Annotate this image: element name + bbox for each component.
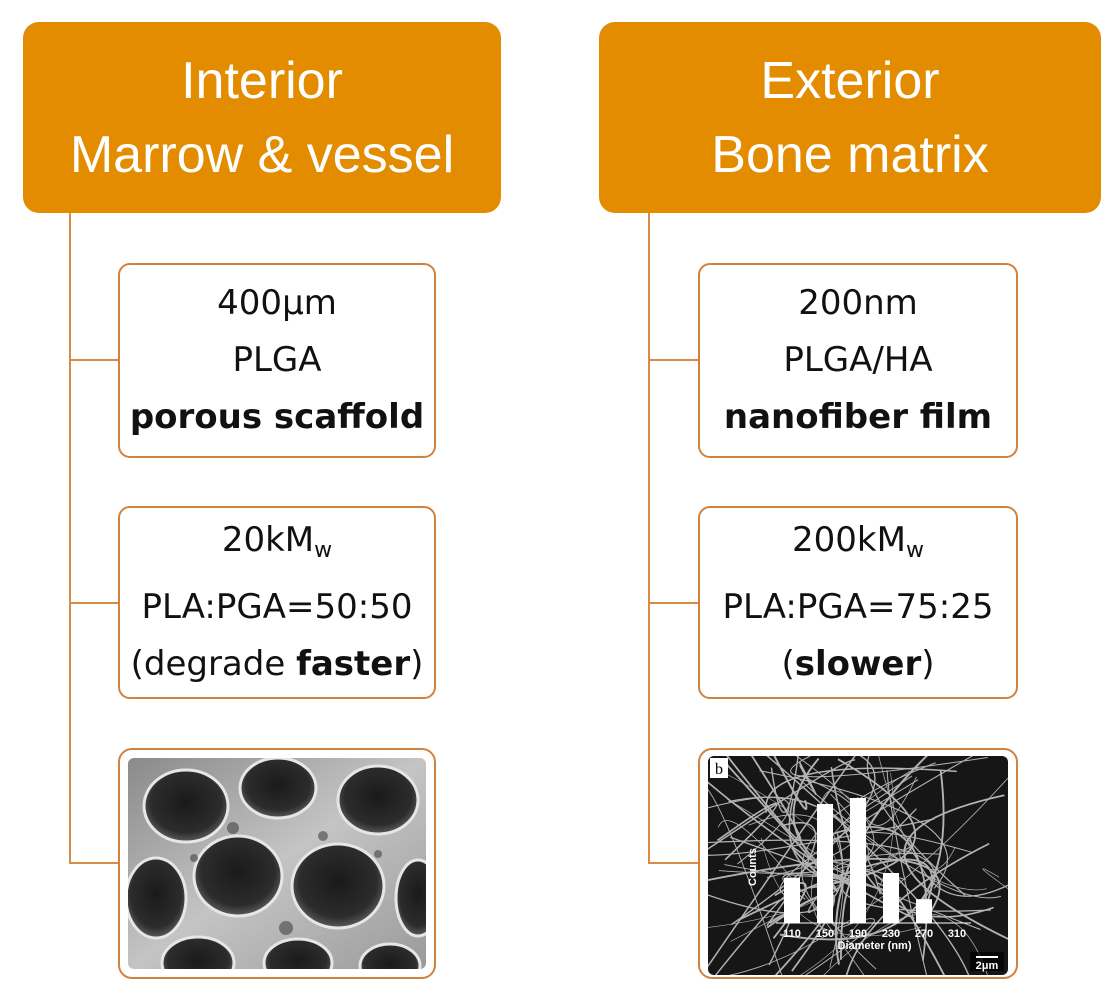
nanofiber-strand bbox=[773, 756, 808, 810]
exterior-size: 200nm bbox=[798, 283, 918, 323]
interior-connector-spine bbox=[69, 213, 71, 863]
histogram-tick-label: 110 bbox=[783, 928, 801, 940]
nanofiber-strand bbox=[886, 770, 928, 975]
nanofiber-strand bbox=[708, 789, 783, 975]
nanofiber-strand bbox=[708, 796, 790, 865]
nanofiber-strand bbox=[748, 814, 844, 968]
interior-polymer-card: 20kMw PLA:PGA=50:50 (degrade faster) bbox=[118, 506, 436, 699]
nanofiber-strand bbox=[841, 775, 919, 826]
nanofiber-strand bbox=[708, 770, 839, 928]
exterior-material: PLGA/HA bbox=[783, 340, 933, 380]
exterior-material-card: 200nm PLGA/HA nanofiber film bbox=[698, 263, 1018, 458]
nanofiber-strand bbox=[766, 756, 970, 975]
histogram-ylabel: Counts bbox=[747, 848, 759, 886]
histogram-tick-label: 190 bbox=[849, 928, 867, 940]
interior-header: Interior Marrow & vessel bbox=[23, 22, 501, 213]
histogram-bar bbox=[817, 803, 833, 923]
interior-connector-branch-3 bbox=[69, 862, 119, 864]
nanofiber-strand bbox=[718, 756, 875, 874]
nanofiber-strand bbox=[798, 762, 817, 795]
interior-size: 400μm bbox=[217, 283, 337, 323]
nanofiber-strand bbox=[840, 870, 946, 975]
exterior-subtitle: Bone matrix bbox=[711, 125, 989, 184]
interior-degradation: (degrade faster) bbox=[130, 644, 424, 684]
exterior-ratio: PLA:PGA=75:25 bbox=[722, 587, 994, 627]
nanofiber-strand bbox=[839, 869, 991, 912]
exterior-connector-branch-2 bbox=[648, 602, 699, 604]
nanofiber-strand bbox=[866, 756, 966, 896]
porous-scaffold-image-card bbox=[118, 748, 436, 979]
nanofiber-strand bbox=[799, 773, 895, 975]
histogram-tick-label: 230 bbox=[882, 928, 900, 940]
nanofiber-strand bbox=[779, 756, 974, 896]
nanofiber-strand bbox=[708, 759, 856, 850]
interior-material: PLGA bbox=[232, 340, 322, 380]
scale-bar-label: 2μm bbox=[976, 960, 999, 972]
nanofiber-sem-image: b 110 150 190 230 270 310 Counts Diameter (nm… bbox=[708, 756, 1008, 975]
interior-connector-branch-2 bbox=[69, 602, 119, 604]
histogram-tick-label: 150 bbox=[816, 928, 834, 940]
interior-molecular-weight: 20kMw bbox=[221, 520, 333, 563]
interior-connector-branch-1 bbox=[69, 359, 119, 361]
exterior-connector-spine bbox=[648, 213, 650, 863]
nanofiber-strand bbox=[770, 756, 799, 813]
nanofiber-strand bbox=[718, 820, 865, 975]
exterior-connector-branch-3 bbox=[648, 862, 699, 864]
nanofiber-strand bbox=[708, 857, 941, 917]
exterior-form: nanofiber film bbox=[723, 397, 993, 437]
histogram-bar bbox=[883, 873, 899, 923]
histogram-bar bbox=[784, 877, 800, 923]
histogram-bar bbox=[916, 899, 932, 923]
exterior-polymer-card: 200kMw PLA:PGA=75:25 (slower) bbox=[698, 506, 1018, 699]
nanofiber-strand bbox=[708, 818, 935, 856]
image-panel-label: b bbox=[715, 761, 723, 778]
interior-material-card: 400μm PLGA porous scaffold bbox=[118, 263, 436, 458]
histogram-tick-label: 310 bbox=[948, 928, 966, 940]
exterior-molecular-weight: 200kMw bbox=[792, 520, 924, 563]
exterior-degradation: (slower) bbox=[781, 644, 935, 684]
interior-title: Interior bbox=[181, 51, 343, 110]
exterior-connector-branch-1 bbox=[648, 359, 699, 361]
histogram-bar bbox=[850, 798, 866, 923]
interior-form: porous scaffold bbox=[129, 397, 425, 437]
histogram-xlabel: Diameter (nm) bbox=[838, 940, 912, 952]
nanofiber-image-card: b 110 150 190 230 270 310 Counts Diameter (nm… bbox=[698, 748, 1018, 979]
histogram-tick-label: 270 bbox=[915, 928, 933, 940]
exterior-header: Exterior Bone matrix bbox=[599, 22, 1101, 213]
nanofiber-strand bbox=[759, 770, 948, 889]
nanofiber-strand bbox=[903, 794, 1008, 940]
exterior-title: Exterior bbox=[760, 51, 940, 110]
interior-subtitle: Marrow & vessel bbox=[69, 125, 455, 184]
nanofiber-strand bbox=[982, 868, 1008, 890]
porous-scaffold-sem-image bbox=[128, 758, 426, 969]
interior-ratio: PLA:PGA=50:50 bbox=[141, 587, 413, 627]
nanofiber-strand bbox=[878, 756, 956, 870]
nanofiber-strand bbox=[760, 837, 922, 937]
